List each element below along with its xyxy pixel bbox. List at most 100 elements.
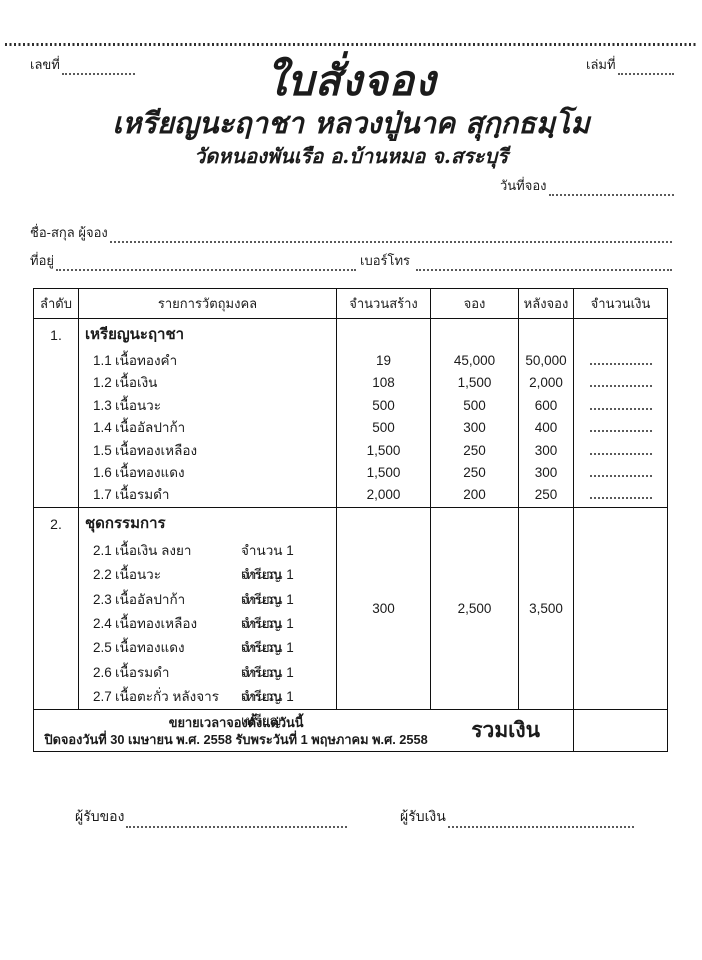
item-qty: จำนวน 1 เหรียญ	[241, 542, 294, 583]
item-no: 2.3	[93, 591, 112, 607]
section2-made-value: 300	[336, 506, 431, 711]
item-no: 2.7	[93, 689, 112, 705]
after-price-value: 600	[534, 397, 558, 413]
after-price-value: 2,000	[529, 375, 563, 391]
section1-made-cell: 19 108 500 500 1,500 1,500 2,000	[336, 318, 431, 508]
book-price-value: 250	[463, 442, 486, 458]
after-price-value: 400	[534, 420, 558, 436]
book-price-value: 200	[463, 487, 486, 503]
item-row: 1.7 เนื้อรมดำ	[85, 484, 332, 506]
item-qty: จำนวน 1 เหรียญ	[241, 615, 294, 656]
item-name: เนื้อทองคำ	[115, 353, 178, 368]
section2-amount-cell	[573, 506, 668, 711]
amount-blank-line	[574, 417, 667, 439]
item-no: 1.7	[93, 487, 112, 503]
item-row: 1.4 เนื้ออัลปาก้า	[85, 417, 332, 439]
item-qty: จำนวน 1 เหรียญ	[241, 591, 294, 631]
made-value: 19	[375, 353, 392, 368]
section1-items-cell: เหรียญนะฤาชา 1.1 เนื้อทองคำ 1.2 เนื้อเงิน …	[78, 318, 337, 508]
item-name: เนื้ออัลปาก้า	[115, 591, 186, 607]
item-row: 2.3 เนื้ออัลปาก้า จำนวน 1 เหรียญ	[85, 588, 332, 631]
item-no: 1.6	[93, 464, 112, 480]
table-header-row: ลำดับ รายการวัตถุมงคล จำนวนสร้าง จอง หลั…	[33, 288, 668, 319]
total-amount-label: รวมเงิน	[471, 719, 540, 743]
made-value: 500	[372, 420, 395, 436]
item-no: 2.1	[93, 542, 112, 558]
booking-date-label: วันที่จอง	[500, 178, 547, 193]
book-number-field: เล่มที่	[586, 54, 674, 75]
item-no: 2.6	[93, 664, 112, 680]
col-header-amount: จำนวนเงิน	[573, 288, 668, 319]
after-price-value: 300	[534, 464, 558, 480]
col-header-item: รายการวัตถุมงคล	[78, 288, 337, 319]
made-value: 1,500	[366, 442, 401, 458]
customer-name-blank	[109, 230, 672, 243]
section1-row: 1. เหรียญนะฤาชา 1.1 เนื้อทองคำ 1.2 เนื้อเง…	[33, 318, 668, 508]
item-name: เนื้อทองแดง	[115, 464, 185, 480]
note-line-2: ปิดจองวันที่ 30 เมษายน พ.ศ. 2558 รับพระว…	[44, 731, 428, 747]
amulet-name-subtitle: เหรียญนะฤาชา หลวงปู่นาค สุกฺกธมฺโม	[112, 106, 590, 140]
item-row: 1.2 เนื้อเงิน	[85, 372, 332, 394]
book-number-blank	[617, 62, 674, 75]
section1-title: เหรียญนะฤาชา	[85, 326, 185, 343]
item-name: เนื้อนวะ	[115, 567, 162, 583]
amount-blank-line	[574, 462, 667, 484]
receiver-goods-blank	[126, 815, 347, 828]
section1-after-cell: 50,000 2,000 600 400 300 300 250	[518, 318, 574, 508]
item-no: 1.3	[93, 397, 112, 413]
col-header-made: จำนวนสร้าง	[336, 288, 431, 319]
book-price-value: 1,500	[457, 375, 492, 391]
item-row: 1.3 เนื้อนวะ	[85, 395, 332, 417]
item-name: เนื้อทองแดง	[115, 640, 185, 656]
booking-deadline-note: ขยายเวลาจองตั้งแต่วันนี้ ปิดจองวันที่ 30…	[34, 714, 438, 748]
book-price-value: 250	[463, 464, 486, 480]
made-value: 500	[372, 397, 395, 413]
item-no: 1.4	[93, 420, 112, 436]
item-name: เนื้อรมดำ	[115, 487, 170, 503]
address-phone-field: ที่อยู่ เบอร์โทร	[30, 250, 672, 271]
item-name: เนื้อรมดำ	[115, 664, 170, 680]
address-label: ที่อยู่	[30, 253, 54, 268]
receiver-goods-field: ผู้รับของ	[75, 806, 347, 828]
section1-book-cell: 45,000 1,500 500 300 250 250 200	[430, 318, 519, 508]
address-blank	[56, 258, 356, 271]
item-qty: จำนวน 1 เหรียญ	[241, 640, 294, 680]
booking-date-field: วันที่จอง	[500, 175, 674, 196]
item-no: 2.5	[93, 640, 112, 656]
item-name: เนื้อเงิน ลงยา	[115, 542, 192, 558]
section2-items-cell: ชุดกรรมการ 2.1 เนื้อเงิน ลงยา จำนวน 1 เหรี…	[78, 506, 337, 728]
receiver-goods-label: ผู้รับของ	[75, 808, 125, 824]
customer-name-field: ชื่อ-สกุล ผู้จอง	[30, 222, 672, 243]
order-table: ลำดับ รายการวัตถุมงคล จำนวนสร้าง จอง หลั…	[33, 288, 668, 753]
item-no: 1.2	[93, 375, 112, 391]
item-name: เนื้อตะกั่ว หลังจาร	[115, 689, 219, 705]
col-header-after-price: หลังจอง	[518, 288, 574, 319]
temple-address-line: วัดหนองพันเรือ อ.บ้านหมอ จ.สระบุรี	[194, 144, 508, 168]
form-title: ใบสั่งจอง	[265, 56, 437, 105]
book-number-label: เล่มที่	[586, 57, 616, 72]
made-value: 2,000	[366, 487, 401, 503]
item-name: เนื้อเงิน	[115, 375, 158, 391]
item-name: เนื้อทองเหลือง	[115, 442, 198, 458]
total-amount-cell	[573, 709, 668, 753]
item-no: 2.4	[93, 615, 112, 631]
item-name: เนื้ออัลปาก้า	[115, 420, 186, 436]
col-header-index: ลำดับ	[33, 288, 79, 319]
amount-blank-line	[574, 350, 667, 372]
amount-blank-line	[574, 440, 667, 462]
receiver-money-blank	[447, 815, 634, 828]
item-name: เนื้อทองเหลือง	[115, 615, 198, 631]
section1-index: 1.	[33, 318, 79, 508]
receiver-money-field: ผู้รับเงิน	[400, 806, 634, 828]
after-price-value: 250	[534, 487, 558, 503]
section2-book-value: 2,500	[430, 506, 519, 711]
note-line-1: ขยายเวลาจองตั้งแต่วันนี้	[168, 714, 304, 730]
after-price-value: 300	[534, 442, 558, 458]
booking-date-blank	[548, 183, 674, 196]
after-price-value: 50,000	[525, 353, 567, 368]
item-no: 1.5	[93, 442, 112, 458]
book-price-value: 300	[463, 420, 486, 436]
book-price-value: 45,000	[453, 353, 496, 368]
item-row: 2.2 เนื้อนวะ จำนวน 1 เหรียญ	[85, 563, 332, 606]
section2-index: 2.	[33, 506, 79, 711]
